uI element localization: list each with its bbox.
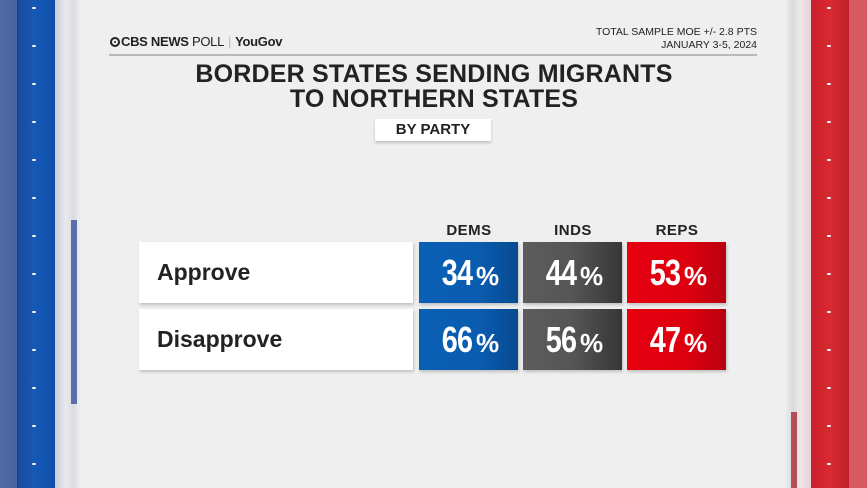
rail-tick: [827, 7, 831, 9]
value: 53: [649, 252, 681, 293]
rail-tick: [827, 45, 831, 47]
row-label-text: Disapprove: [157, 326, 283, 352]
rail-tick: [32, 273, 36, 275]
rail-tick: [32, 425, 36, 427]
value: 47: [649, 319, 681, 360]
percent-sign: %: [683, 328, 708, 358]
rail-tick: [32, 45, 36, 47]
cell-disapprove-dems: 66%: [419, 309, 518, 370]
moe-text: TOTAL SAMPLE MOE +/- 2.8 PTS: [595, 26, 757, 38]
cbs-eye-icon: [110, 37, 120, 47]
percent-sign: %: [475, 261, 500, 291]
percent-sign: %: [683, 261, 708, 291]
rail-tick: [827, 159, 831, 161]
rail-tick: [827, 273, 831, 275]
title-line-1: BORDER STATES SENDING MIGRANTS: [195, 60, 673, 88]
rail-tick: [32, 463, 36, 465]
right-red-rail: [811, 0, 851, 488]
rail-tick: [827, 463, 831, 465]
rail-tick: [827, 235, 831, 237]
row-label-approve: Approve: [139, 242, 413, 303]
row-label-text: Approve: [157, 259, 251, 285]
chart-title: BORDER STATES SENDING MIGRANTS TO NORTHE…: [110, 62, 758, 112]
rail-tick: [32, 121, 36, 123]
value: 44: [545, 252, 577, 293]
right-accent-bar: [791, 412, 797, 488]
partner-name: YouGov: [235, 34, 283, 49]
left-accent-bar: [71, 220, 77, 404]
rail-tick: [827, 83, 831, 85]
rail-tick: [32, 7, 36, 9]
cell-approve-reps: 53%: [627, 242, 726, 303]
left-fade: [55, 0, 81, 488]
brand-name: CBS NEWS: [121, 34, 189, 49]
rail-tick: [827, 349, 831, 351]
cell-approve-inds: 44%: [523, 242, 622, 303]
value: 34: [441, 252, 473, 293]
column-header-dems: DEMS: [446, 222, 492, 239]
rail-tick: [827, 311, 831, 313]
value: 66: [441, 319, 473, 360]
logo-divider: |: [228, 34, 232, 49]
header-divider: [109, 54, 757, 56]
cell-disapprove-reps: 47%: [627, 309, 726, 370]
poll-meta: TOTAL SAMPLE MOE +/- 2.8 PTS JANUARY 3-5…: [596, 26, 757, 52]
subtitle-badge: BY PARTY: [375, 119, 491, 141]
rail-tick: [32, 83, 36, 85]
cell-disapprove-inds: 56%: [523, 309, 622, 370]
title-line-2: TO NORTHERN STATES: [289, 85, 579, 113]
percent-sign: %: [475, 328, 500, 358]
percent-sign: %: [579, 261, 604, 291]
rail-tick: [32, 159, 36, 161]
rail-tick: [32, 197, 36, 199]
rail-tick: [827, 387, 831, 389]
rail-tick: [32, 311, 36, 313]
dates-text: JANUARY 3-5, 2024: [661, 39, 757, 51]
percent-sign: %: [579, 328, 604, 358]
rail-tick: [827, 121, 831, 123]
rail-tick: [827, 197, 831, 199]
rail-tick: [827, 425, 831, 427]
left-edge-panel: [0, 0, 18, 488]
right-edge-panel: [849, 0, 867, 488]
cell-approve-dems: 34%: [419, 242, 518, 303]
row-label-disapprove: Disapprove: [139, 309, 413, 370]
brand-suffix: POLL: [191, 34, 225, 49]
rail-tick: [32, 387, 36, 389]
column-header-reps: REPS: [655, 222, 699, 239]
left-blue-rail: [17, 0, 56, 488]
cbs-yougov-logo: CBS NEWS POLL | YouGov: [110, 34, 282, 49]
column-header-inds: INDS: [554, 222, 592, 239]
rail-tick: [32, 349, 36, 351]
right-fade: [785, 0, 811, 488]
rail-tick: [32, 235, 36, 237]
value: 56: [545, 319, 577, 360]
